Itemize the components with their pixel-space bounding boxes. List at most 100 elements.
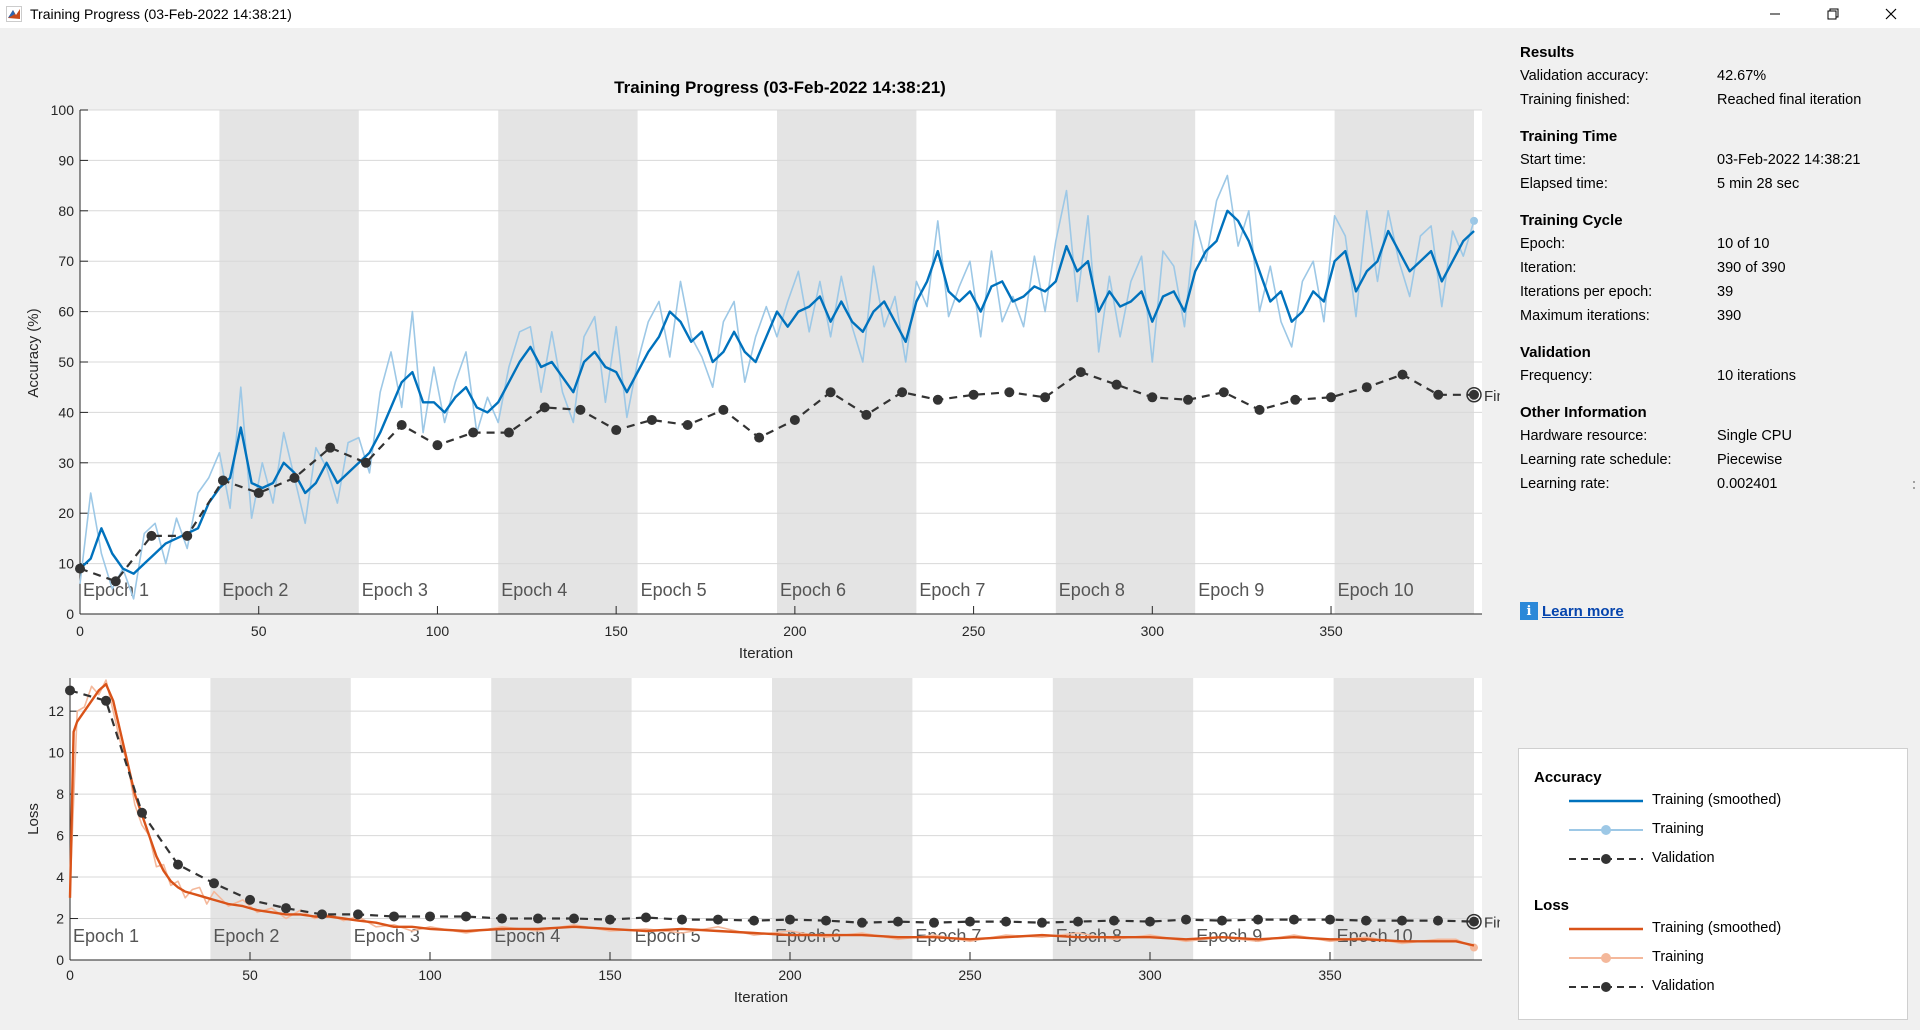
accuracy-smoothed-line xyxy=(79,209,1475,575)
accuracy-validation-point xyxy=(468,427,479,438)
y-tick-label: 70 xyxy=(58,253,74,269)
x-tick-label: 250 xyxy=(958,967,982,983)
legend-loss-training-label: Training xyxy=(1652,949,1704,965)
x-tick-label: 100 xyxy=(418,967,442,983)
loss-validation-point xyxy=(929,917,939,928)
loss-validation-point xyxy=(1181,914,1191,925)
accuracy-validation-point xyxy=(646,414,657,425)
accuracy-validation-point xyxy=(718,404,729,415)
training-finished-value: Reached final iteration xyxy=(1717,92,1862,108)
epoch-label: Epoch 9 xyxy=(1198,580,1264,600)
y-tick-label: 10 xyxy=(48,745,64,761)
learning-rate-value: 0.002401 xyxy=(1717,476,1778,492)
accuracy-validation-point xyxy=(968,389,979,400)
accuracy-validation-point xyxy=(789,414,800,425)
start-time-value: 03-Feb-2022 14:38:21 xyxy=(1717,152,1861,168)
accuracy-validation-point xyxy=(182,530,193,541)
x-tick-label: 350 xyxy=(1318,967,1342,983)
accuracy-validation-point xyxy=(75,563,85,574)
window-titlebar: Training Progress (03-Feb-2022 14:38:21) xyxy=(0,0,1920,28)
chart-legend: Accuracy Training (smoothed) Training Va… xyxy=(1518,748,1908,1020)
epoch-label: Epoch 3 xyxy=(362,580,428,600)
accuracy-validation-point xyxy=(146,530,157,541)
accuracy-validation-point xyxy=(1218,387,1229,398)
loss-validation-point xyxy=(1397,915,1407,926)
epoch-label: Epoch 4 xyxy=(494,926,560,946)
loss-validation-point xyxy=(353,909,363,920)
learn-more-link[interactable]: i Learn more xyxy=(1520,602,1624,620)
y-tick-label: 10 xyxy=(58,556,74,572)
loss-validation-point xyxy=(533,913,543,924)
loss-validation-point xyxy=(821,915,831,926)
loss-validation-point xyxy=(137,807,147,818)
accuracy-validation-point xyxy=(1147,392,1158,403)
epoch-label: Epoch 7 xyxy=(919,580,985,600)
panel-resize-handle-icon[interactable] xyxy=(1912,480,1916,490)
loss-validation-point xyxy=(785,914,795,925)
iteration-value: 390 of 390 xyxy=(1717,260,1786,276)
accuracy-validation-point xyxy=(110,576,121,587)
epoch-label: Epoch 2 xyxy=(222,580,288,600)
elapsed-time-value: 5 min 28 sec xyxy=(1717,176,1800,192)
loss-validation-point xyxy=(1037,917,1047,928)
x-tick-label: 150 xyxy=(604,623,628,639)
epoch-label: Epoch 2 xyxy=(213,926,279,946)
epoch-label: Epoch 8 xyxy=(1059,580,1125,600)
x-axis-label: Iteration xyxy=(739,645,793,662)
epoch-shade xyxy=(1333,678,1474,960)
matlab-app-icon xyxy=(6,6,22,22)
accuracy-validation-point xyxy=(1183,394,1194,405)
window-title: Training Progress (03-Feb-2022 14:38:21) xyxy=(30,6,292,22)
y-tick-label: 80 xyxy=(58,203,74,219)
lr-schedule-label: Learning rate schedule: xyxy=(1520,452,1672,468)
loss-validation-point xyxy=(713,914,723,925)
x-tick-label: 350 xyxy=(1319,623,1343,639)
accuracy-validation-point xyxy=(932,394,943,405)
legend-loss-heading: Loss xyxy=(1534,897,1570,914)
loss-validation-point xyxy=(893,916,903,927)
legend-loss-smoothed-swatch xyxy=(1569,927,1643,931)
accuracy-validation-point xyxy=(1290,394,1301,405)
start-time-label: Start time: xyxy=(1520,152,1587,168)
x-tick-label: 300 xyxy=(1141,623,1165,639)
info-icon: i xyxy=(1520,602,1538,620)
loss-validation-point xyxy=(1109,915,1119,926)
epoch-label: Epoch 9 xyxy=(1196,926,1262,946)
training-finished-label: Training finished: xyxy=(1520,92,1630,108)
loss-validation-point xyxy=(641,912,651,923)
epoch-label: Epoch: xyxy=(1520,236,1566,252)
epoch-label: Epoch 10 xyxy=(1338,580,1414,600)
x-tick-label: 0 xyxy=(76,623,84,639)
minimize-button[interactable] xyxy=(1746,0,1804,28)
loss-validation-line xyxy=(69,689,1475,924)
minimize-icon xyxy=(1770,13,1780,15)
final-marker-label: Fina xyxy=(1484,388,1500,405)
y-tick-label: 0 xyxy=(56,952,64,968)
accuracy-validation-point xyxy=(611,425,622,436)
legend-loss-training-swatch xyxy=(1569,953,1643,963)
iterations-per-epoch-label: Iterations per epoch: xyxy=(1520,284,1653,300)
accuracy-validation-point xyxy=(289,472,300,483)
restore-button[interactable] xyxy=(1804,0,1862,28)
x-tick-label: 50 xyxy=(251,623,267,639)
legend-accuracy-validation-label: Validation xyxy=(1652,850,1715,866)
accuracy-validation-point xyxy=(754,432,765,443)
legend-loss-validation-swatch xyxy=(1569,982,1643,992)
legend-accuracy-training-swatch xyxy=(1569,825,1643,835)
legend-loss-validation-label: Validation xyxy=(1652,978,1715,994)
frequency-label: Frequency: xyxy=(1520,368,1593,384)
loss-validation-point xyxy=(749,915,759,926)
y-tick-label: 50 xyxy=(58,354,74,370)
training-progress-charts: Epoch 1 Epoch 2 Epoch 3 Epoch 4 Epoch 5 Epoch… xyxy=(25,102,1500,1006)
y-tick-label: 60 xyxy=(58,304,74,320)
accuracy-validation-point xyxy=(1361,382,1372,393)
close-button[interactable] xyxy=(1862,0,1920,28)
final-marker-label: Fina xyxy=(1484,915,1500,932)
y-tick-label: 2 xyxy=(56,911,64,927)
loss-validation-point xyxy=(1145,916,1155,927)
epoch-value: 10 of 10 xyxy=(1717,236,1770,252)
y-tick-label: 40 xyxy=(58,404,74,420)
iterations-per-epoch-value: 39 xyxy=(1717,284,1734,300)
accuracy-validation-line xyxy=(79,371,1474,583)
y-tick-label: 8 xyxy=(56,786,64,802)
